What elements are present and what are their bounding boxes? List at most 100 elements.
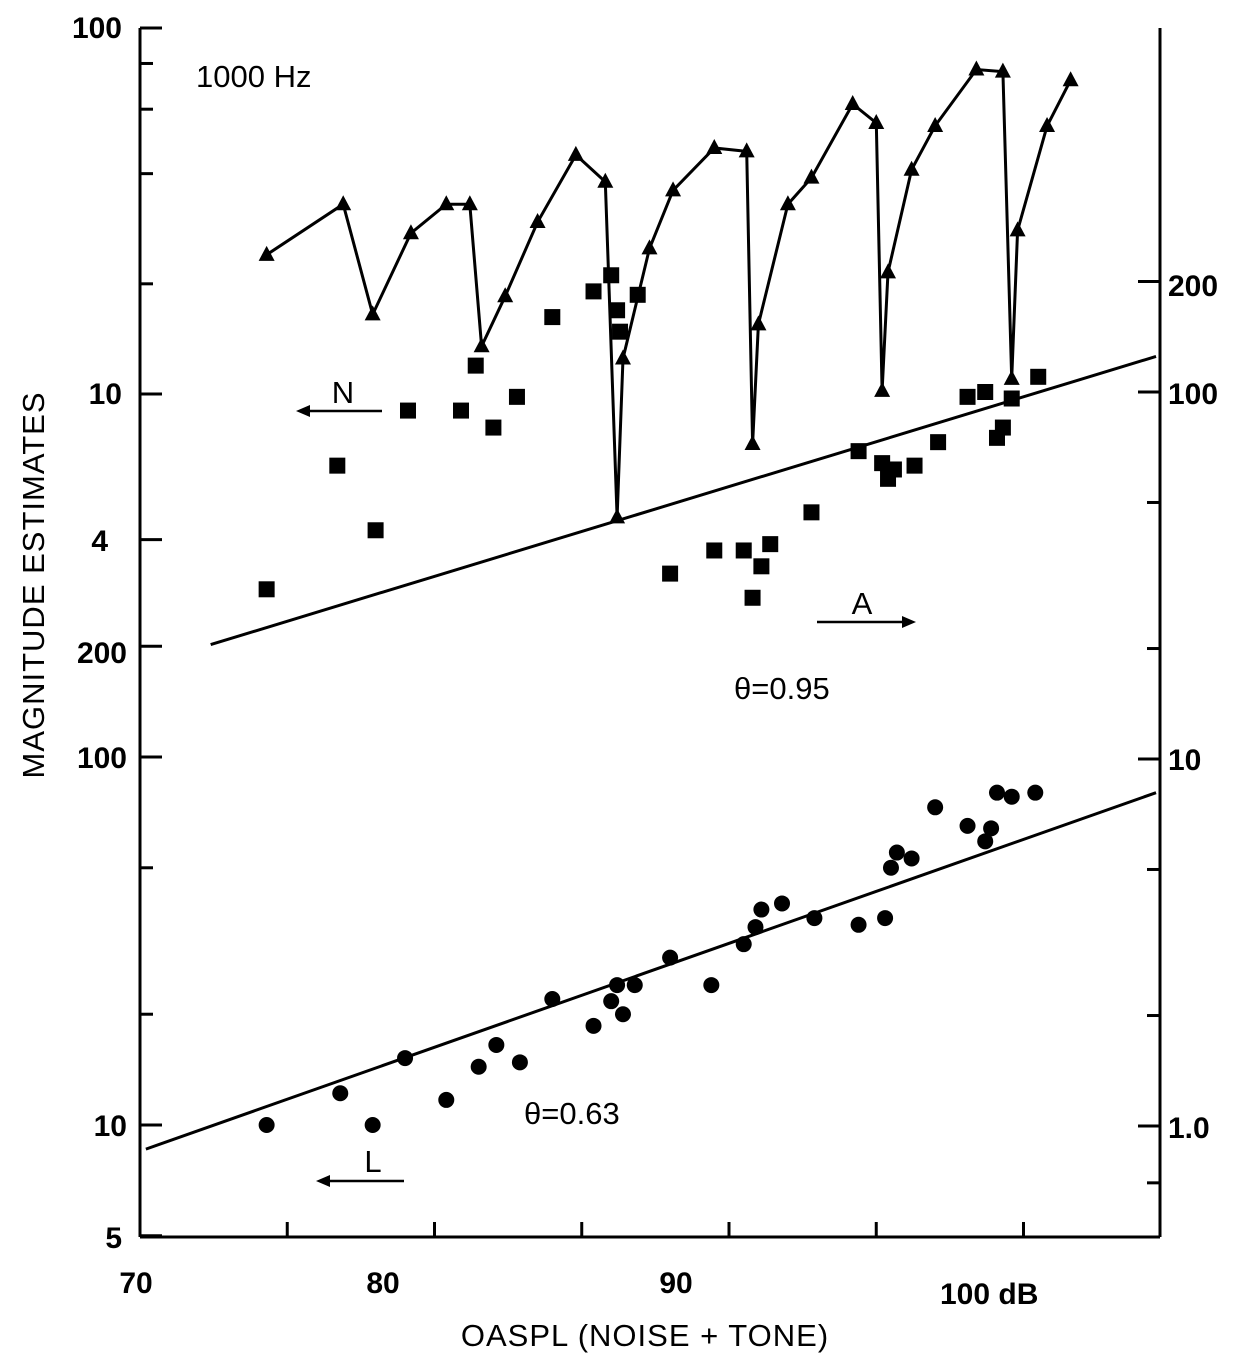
right-tick-labels: 200 100 10 1.0 — [1168, 270, 1218, 1145]
tick-label-left-upper: 100 — [72, 12, 122, 45]
triangle-marker — [402, 224, 419, 240]
circle-marker — [983, 820, 1000, 837]
circle-marker — [774, 895, 791, 912]
tick-label-left-lower: 200 — [77, 637, 127, 670]
frequency-label: 1000 Hz — [196, 59, 311, 94]
circle-marker — [806, 910, 823, 927]
arrow-n: N — [296, 375, 382, 417]
square-marker — [753, 558, 770, 575]
square-marker — [629, 286, 646, 303]
tick-label-left-lower: 100 — [77, 742, 127, 775]
x-tick-labels: 70 80 90 100 dB — [119, 1267, 1038, 1311]
square-marker — [485, 419, 502, 436]
triangle-marker — [438, 195, 455, 211]
circle-marker — [753, 901, 770, 918]
triangle-marker — [473, 337, 490, 353]
square-marker — [762, 536, 779, 553]
circle-marker — [397, 1050, 414, 1067]
square-marker — [1003, 390, 1020, 407]
circle-marker — [927, 799, 944, 816]
circle-marker — [703, 977, 720, 994]
square-marker — [959, 388, 976, 405]
circle-marker — [511, 1054, 528, 1071]
series-a — [258, 267, 1047, 606]
circle-marker — [609, 977, 626, 994]
fit-lines — [145, 354, 1157, 1151]
x-axis-title: OASPL (NOISE + TONE) — [461, 1318, 829, 1353]
circle-marker — [603, 993, 620, 1010]
triangle-marker — [597, 172, 614, 188]
axis-ticks — [138, 26, 1160, 1238]
square-marker — [467, 357, 484, 374]
circle-marker — [614, 1006, 631, 1023]
arrow-n-head — [296, 405, 310, 417]
triangle-marker — [903, 160, 920, 176]
square-marker — [706, 542, 723, 559]
square-marker — [609, 302, 626, 319]
square-marker — [612, 323, 629, 340]
triangle-marker — [803, 168, 820, 184]
arrow-a: A — [817, 586, 916, 628]
triangle-marker — [258, 245, 275, 261]
triangle-marker — [1062, 71, 1079, 87]
circle-marker — [747, 919, 764, 936]
tick-label-left-upper: 4 — [91, 525, 108, 558]
triangle-marker — [461, 195, 478, 211]
square-marker — [329, 457, 346, 474]
triangle-marker — [1039, 116, 1056, 132]
left-upper-tick-labels: 100 10 4 — [72, 12, 122, 558]
triangle-marker — [614, 349, 631, 365]
triangle-marker — [927, 116, 944, 132]
triangle-marker — [335, 195, 352, 211]
arrow-l: L — [316, 1144, 404, 1187]
triangle-marker — [609, 508, 626, 524]
triangle-marker — [994, 62, 1011, 78]
triangle-marker — [706, 139, 723, 155]
triangle-marker — [744, 435, 761, 451]
tick-label-x: 90 — [659, 1267, 692, 1300]
square-marker — [744, 589, 761, 606]
triangle-marker — [738, 142, 755, 158]
square-marker — [885, 461, 902, 478]
triangle-marker — [874, 381, 891, 397]
square-marker — [258, 581, 275, 598]
triangle-marker — [665, 181, 682, 197]
circle-marker — [988, 784, 1005, 801]
y-axis-title: MAGNITUDE ESTIMATES — [16, 391, 51, 778]
circle-marker — [959, 817, 976, 834]
circle-marker — [332, 1085, 349, 1102]
series-n — [258, 60, 1079, 524]
triangle-marker — [750, 315, 767, 331]
triangle-marker — [844, 94, 861, 110]
data-series — [258, 60, 1079, 1133]
tick-label-left-lower: 5 — [105, 1222, 122, 1255]
triangle-marker — [868, 114, 885, 130]
tick-label-x: 70 — [119, 1267, 152, 1300]
circle-marker — [1003, 788, 1020, 805]
tick-label-right: 10 — [1168, 744, 1201, 777]
tick-label-x: 100 dB — [940, 1278, 1038, 1311]
triangle-marker — [968, 60, 985, 76]
theta-a-label: θ=0.95 — [734, 671, 830, 706]
circle-marker — [735, 936, 752, 953]
plot-frame — [138, 28, 1162, 1239]
arrow-a-head — [902, 616, 916, 628]
circle-marker — [544, 990, 561, 1007]
series-l — [258, 784, 1044, 1133]
triangle-marker — [497, 287, 514, 303]
tick-label-right: 200 — [1168, 270, 1218, 303]
circle-marker — [877, 910, 894, 927]
triangle-marker — [567, 145, 584, 161]
circle-marker — [626, 977, 643, 994]
square-marker — [906, 457, 923, 474]
circle-marker — [1027, 784, 1044, 801]
square-marker — [453, 402, 470, 419]
theta-l-label: θ=0.63 — [524, 1096, 620, 1131]
circle-marker — [585, 1017, 602, 1034]
series-label-l: L — [364, 1144, 381, 1179]
square-marker — [367, 522, 384, 539]
fit-line-a — [210, 354, 1157, 647]
arrow-l-head — [316, 1175, 330, 1187]
square-marker — [803, 504, 820, 521]
triangle-marker — [880, 263, 897, 279]
